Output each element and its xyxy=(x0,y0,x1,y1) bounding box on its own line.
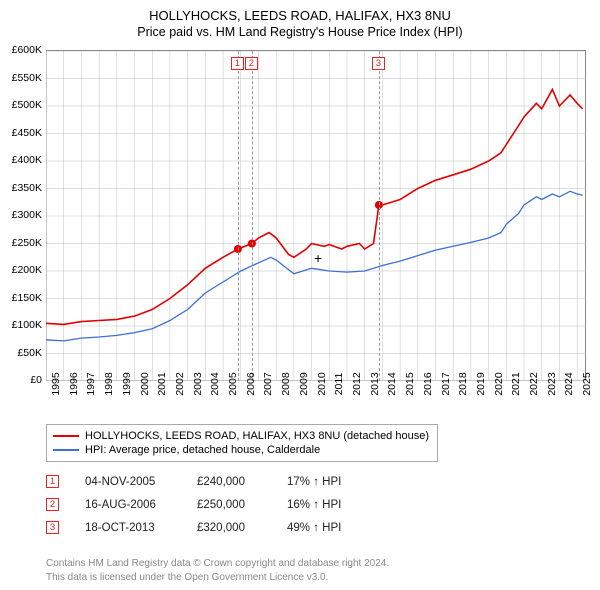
x-axis-labels: 1995199619971998199920002001200220032004… xyxy=(46,382,586,422)
sales-row-date: 04-NOV-2005 xyxy=(85,476,177,488)
y-tick-label: £300K xyxy=(12,209,42,221)
x-tick-label: 1997 xyxy=(85,372,97,395)
x-tick-label: 2024 xyxy=(563,372,575,395)
y-tick-label: £550K xyxy=(12,72,42,84)
chart-container: HOLLYHOCKS, LEEDS ROAD, HALIFAX, HX3 8NU… xyxy=(0,0,600,590)
sale-marker-line xyxy=(379,51,380,381)
x-tick-label: 2025 xyxy=(581,372,593,395)
sales-row: 2 16-AUG-2006 £250,000 16% ↑ HPI xyxy=(46,493,367,516)
sales-row: 1 04-NOV-2005 £240,000 17% ↑ HPI xyxy=(46,470,367,493)
legend-swatch xyxy=(53,449,79,451)
series-hpi xyxy=(46,191,583,341)
footer-line2: This data is licensed under the Open Gov… xyxy=(46,571,389,585)
y-tick-label: £150K xyxy=(12,292,42,304)
sales-row: 3 18-OCT-2013 £320,000 49% ↑ HPI xyxy=(46,516,367,539)
x-tick-label: 2010 xyxy=(316,372,328,395)
y-tick-label: £450K xyxy=(12,127,42,139)
x-tick-label: 2003 xyxy=(192,372,204,395)
x-tick-label: 2009 xyxy=(298,372,310,395)
x-tick-label: 2007 xyxy=(262,372,274,395)
x-tick-label: 2006 xyxy=(245,372,257,395)
sale-marker-line xyxy=(252,51,253,381)
x-tick-label: 2018 xyxy=(457,372,469,395)
x-tick-label: 1996 xyxy=(68,372,80,395)
series-property xyxy=(46,90,583,325)
x-tick-label: 2017 xyxy=(440,372,452,395)
legend-label: HOLLYHOCKS, LEEDS ROAD, HALIFAX, HX3 8NU… xyxy=(85,430,429,442)
legend-swatch xyxy=(53,435,79,437)
y-tick-label: £50K xyxy=(17,347,42,359)
sales-row-pct: 17% ↑ HPI xyxy=(287,476,367,488)
footer: Contains HM Land Registry data © Crown c… xyxy=(46,557,389,584)
y-axis-labels: £0£50K£100K£150K£200K£250K£300K£350K£400… xyxy=(0,50,44,380)
y-tick-label: £600K xyxy=(12,44,42,56)
legend-item: HPI: Average price, detached house, Cald… xyxy=(53,443,429,457)
x-tick-label: 2021 xyxy=(510,372,522,395)
chart-plot-area: 12 3 xyxy=(46,50,586,380)
x-tick-label: 2000 xyxy=(139,372,151,395)
sale-marker-box: 1 xyxy=(231,57,244,70)
x-tick-label: 2022 xyxy=(528,372,540,395)
sales-row-date: 18-OCT-2013 xyxy=(85,522,177,534)
x-tick-label: 2008 xyxy=(280,372,292,395)
y-tick-label: £350K xyxy=(12,182,42,194)
x-tick-label: 2016 xyxy=(422,372,434,395)
x-tick-label: 2015 xyxy=(404,372,416,395)
y-tick-label: £250K xyxy=(12,237,42,249)
x-tick-label: 2004 xyxy=(209,372,221,395)
sales-row-marker: 3 xyxy=(46,521,59,534)
legend-label: HPI: Average price, detached house, Cald… xyxy=(85,444,320,456)
footer-line1: Contains HM Land Registry data © Crown c… xyxy=(46,557,389,571)
sales-row-pct: 16% ↑ HPI xyxy=(287,499,367,511)
sale-marker-box: 3 xyxy=(372,57,385,70)
x-tick-label: 2019 xyxy=(475,372,487,395)
title-sub: Price paid vs. HM Land Registry's House … xyxy=(0,25,600,39)
chart-svg xyxy=(46,51,586,381)
sales-row-pct: 49% ↑ HPI xyxy=(287,522,367,534)
y-tick-label: £200K xyxy=(12,264,42,276)
x-tick-label: 2014 xyxy=(386,372,398,395)
legend: HOLLYHOCKS, LEEDS ROAD, HALIFAX, HX3 8NU… xyxy=(46,424,438,462)
y-tick-label: £400K xyxy=(12,154,42,166)
title-main: HOLLYHOCKS, LEEDS ROAD, HALIFAX, HX3 8NU xyxy=(0,8,600,23)
sale-marker-box: 2 xyxy=(245,57,258,70)
sales-row-price: £250,000 xyxy=(197,499,267,511)
sales-row-date: 16-AUG-2006 xyxy=(85,499,177,511)
sales-row-marker: 2 xyxy=(46,498,59,511)
sales-row-price: £240,000 xyxy=(197,476,267,488)
x-tick-label: 2012 xyxy=(351,372,363,395)
x-tick-label: 2001 xyxy=(156,372,168,395)
x-tick-label: 1998 xyxy=(103,372,115,395)
sales-table: 1 04-NOV-2005 £240,000 17% ↑ HPI 2 16-AUG-200… xyxy=(46,470,367,539)
x-tick-label: 1995 xyxy=(50,372,62,395)
x-tick-label: 2013 xyxy=(369,372,381,395)
sales-row-price: £320,000 xyxy=(197,522,267,534)
y-tick-label: £0 xyxy=(30,374,42,386)
legend-item: HOLLYHOCKS, LEEDS ROAD, HALIFAX, HX3 8NU… xyxy=(53,429,429,443)
x-tick-label: 1999 xyxy=(121,372,133,395)
x-tick-label: 2002 xyxy=(174,372,186,395)
x-tick-label: 2011 xyxy=(333,373,345,396)
titles: HOLLYHOCKS, LEEDS ROAD, HALIFAX, HX3 8NU… xyxy=(0,0,600,39)
y-tick-label: £500K xyxy=(12,99,42,111)
sales-row-marker: 1 xyxy=(46,475,59,488)
y-tick-label: £100K xyxy=(12,319,42,331)
sale-marker-line xyxy=(238,51,239,381)
x-tick-label: 2020 xyxy=(493,372,505,395)
x-tick-label: 2005 xyxy=(227,372,239,395)
x-tick-label: 2023 xyxy=(546,372,558,395)
